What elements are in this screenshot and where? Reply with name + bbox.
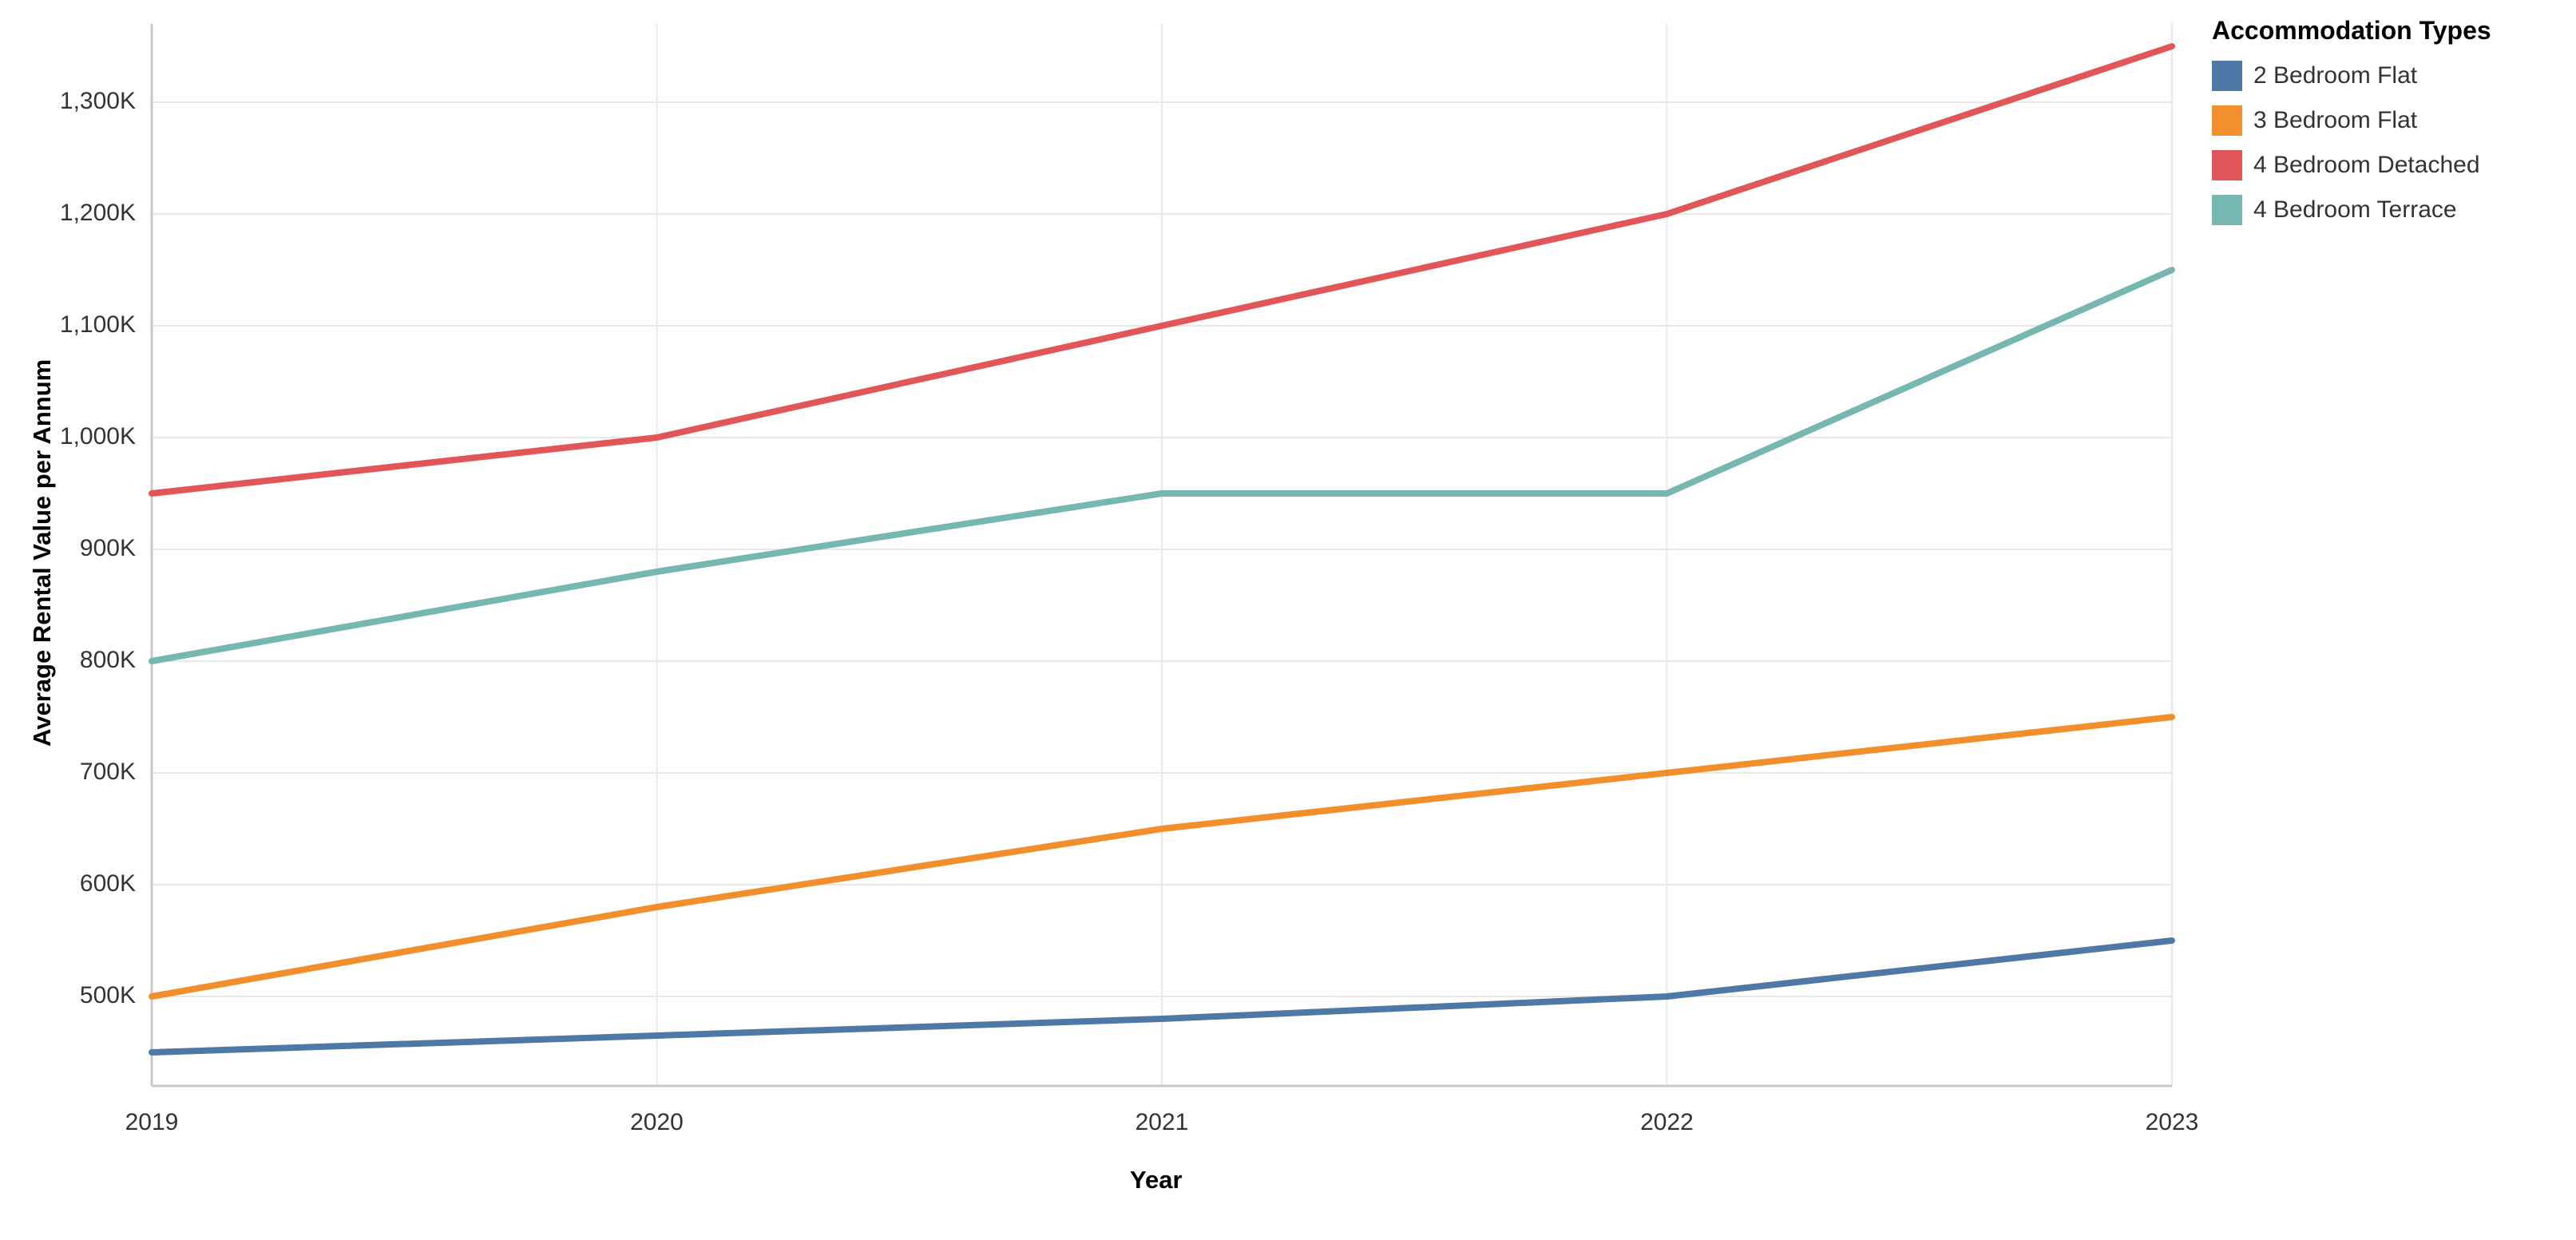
legend-label: 4 Bedroom Detached bbox=[2253, 152, 2480, 179]
x-tick-label: 2021 bbox=[1135, 1109, 1189, 1135]
chart-legend: Accommodation Types 2 Bedroom Flat 3 Bedro… bbox=[2212, 16, 2491, 232]
y-axis-title: Average Rental Value per Annum bbox=[28, 359, 57, 747]
y-tick-label: 1,300K bbox=[60, 88, 136, 114]
chart-plot-wrap: 500K 600K 700K 800K 900K 1,000K 1,100K 1,200K 1,… bbox=[0, 0, 2576, 1240]
y-tick-label: 1,100K bbox=[60, 311, 136, 338]
x-tick-label: 2019 bbox=[125, 1109, 179, 1135]
legend-label: 2 Bedroom Flat bbox=[2253, 62, 2417, 89]
x-tick-label: 2020 bbox=[630, 1109, 684, 1135]
x-tick-label: 2022 bbox=[1640, 1109, 1694, 1135]
legend-item[interactable]: 4 Bedroom Detached bbox=[2212, 143, 2491, 188]
legend-swatch bbox=[2212, 105, 2242, 136]
legend-item[interactable]: 3 Bedroom Flat bbox=[2212, 98, 2491, 143]
legend-item[interactable]: 4 Bedroom Terrace bbox=[2212, 188, 2491, 232]
legend-label: 4 Bedroom Terrace bbox=[2253, 196, 2457, 224]
legend-swatch bbox=[2212, 150, 2242, 180]
legend-swatch bbox=[2212, 195, 2242, 225]
legend-item[interactable]: 2 Bedroom Flat bbox=[2212, 53, 2491, 98]
y-tick-label: 900K bbox=[80, 535, 136, 561]
y-tick-label: 700K bbox=[80, 759, 136, 785]
y-tick-label: 800K bbox=[80, 647, 136, 673]
y-tick-label: 500K bbox=[80, 982, 136, 1008]
chart-container: 500K 600K 700K 800K 900K 1,000K 1,100K 1,200K 1,… bbox=[0, 0, 2576, 1240]
y-tick-label: 1,200K bbox=[60, 200, 136, 226]
x-axis-title: Year bbox=[1130, 1166, 1183, 1194]
x-tick-label: 2023 bbox=[2146, 1109, 2199, 1135]
legend-title: Accommodation Types bbox=[2212, 16, 2491, 46]
y-tick-label: 1,000K bbox=[60, 423, 136, 450]
y-tick-label: 600K bbox=[80, 870, 136, 897]
line-chart-svg: 500K 600K 700K 800K 900K 1,000K 1,100K 1,200K 1,… bbox=[0, 0, 2576, 1240]
legend-swatch bbox=[2212, 61, 2242, 91]
legend-label: 3 Bedroom Flat bbox=[2253, 107, 2417, 134]
